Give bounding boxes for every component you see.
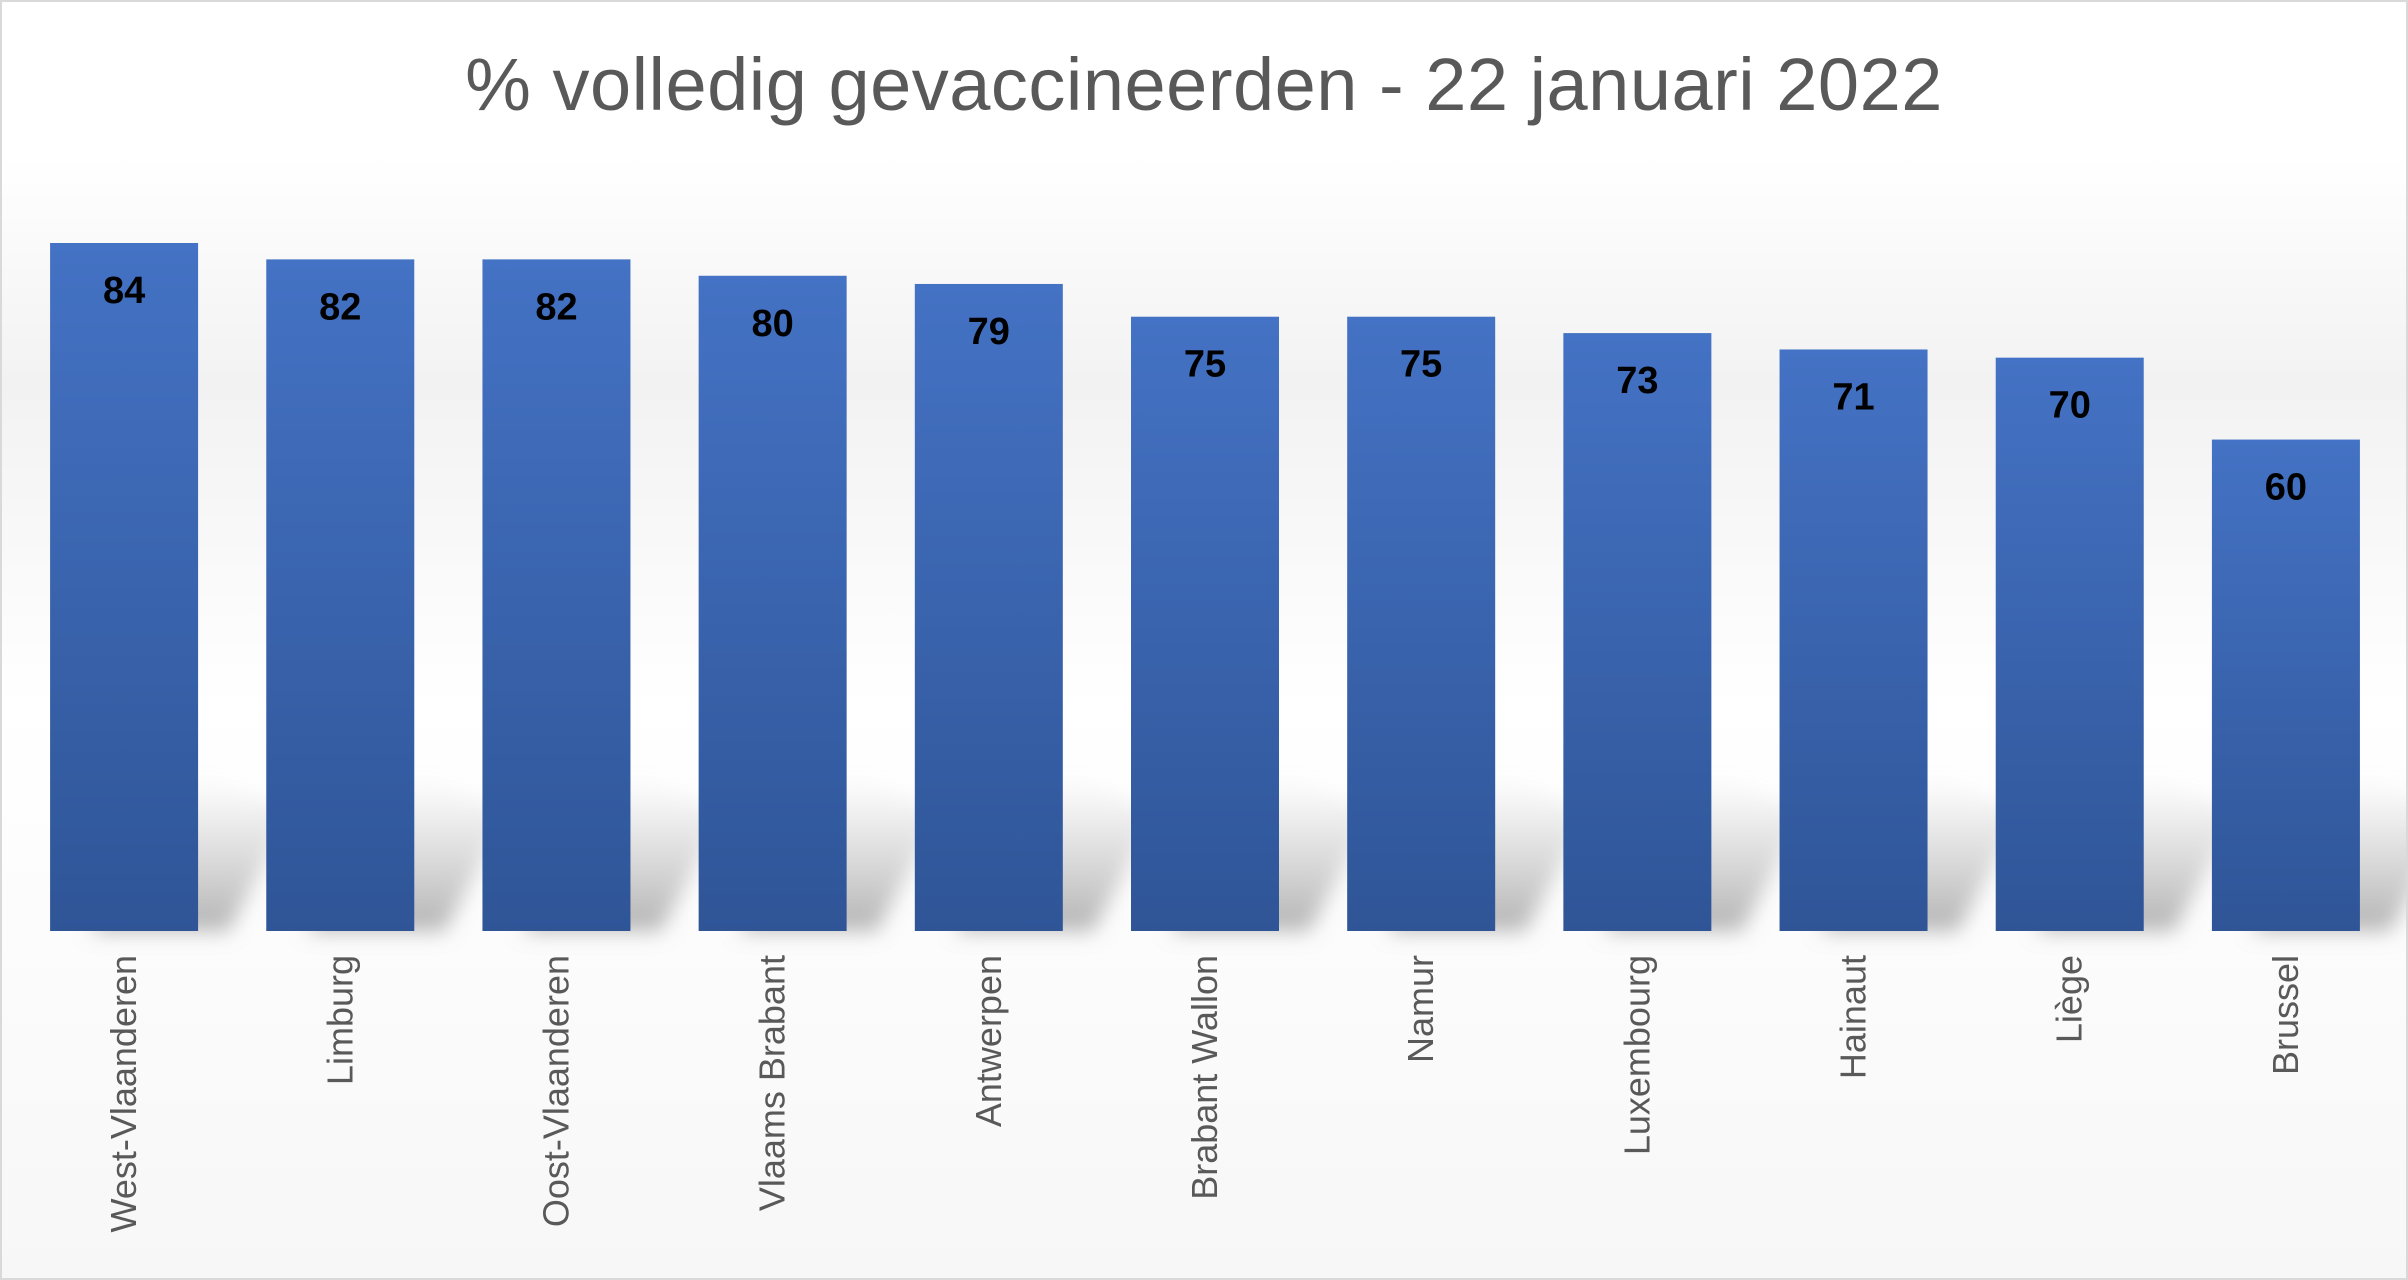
x-tick-label: Vlaams Brabant	[752, 955, 793, 1211]
x-tick-label: Brabant Wallon	[1184, 955, 1225, 1200]
x-tick-label: Namur	[1400, 955, 1441, 1063]
x-tick-label: Hainaut	[1833, 955, 1874, 1079]
x-tick-label: Antwerpen	[968, 955, 1009, 1127]
data-label: 84	[103, 270, 145, 312]
x-tick-label: Limburg	[319, 955, 360, 1085]
bar-namur	[1347, 316, 1496, 931]
bar-hainaut	[1779, 349, 1928, 931]
bar-li-ge	[1995, 357, 2144, 932]
x-axis-tick-labels: West-Vlaanderen Limburg Oost-Vlaanderen Vla…	[103, 955, 2306, 1233]
bar-brussel	[2211, 439, 2360, 931]
bar-vlaams-brabant	[698, 275, 847, 931]
bar-limburg	[266, 259, 415, 931]
data-label: 75	[1400, 344, 1442, 386]
x-tick-label: Luxembourg	[1616, 955, 1657, 1155]
data-label: 82	[535, 286, 577, 328]
bar-west-vlaanderen	[50, 243, 199, 931]
data-label: 75	[1184, 344, 1226, 386]
x-tick-label: Liège	[2049, 955, 2090, 1043]
bar-oost-vlaanderen	[482, 259, 631, 931]
data-labels-group: 84 82 82 80 79 75 75 73 71 70 60	[103, 270, 2307, 509]
data-label: 70	[2049, 385, 2091, 427]
bar-antwerpen	[914, 283, 1063, 931]
chart-title: % volledig gevaccineerden - 22 januari 2…	[465, 43, 1943, 126]
data-label: 60	[2265, 467, 2307, 509]
bar-brabant-wallon	[1131, 316, 1279, 931]
data-label: 80	[751, 303, 793, 345]
data-label: 82	[319, 286, 361, 328]
data-label: 73	[1616, 360, 1658, 402]
bar-luxembourg	[1563, 333, 1712, 932]
bars-group	[50, 243, 2360, 932]
data-label: 71	[1832, 376, 1874, 418]
x-tick-label: Brussel	[2265, 955, 2306, 1075]
data-label: 79	[968, 311, 1010, 353]
x-tick-label: Oost-Vlaanderen	[535, 955, 576, 1227]
x-tick-label: West-Vlaanderen	[103, 955, 144, 1233]
